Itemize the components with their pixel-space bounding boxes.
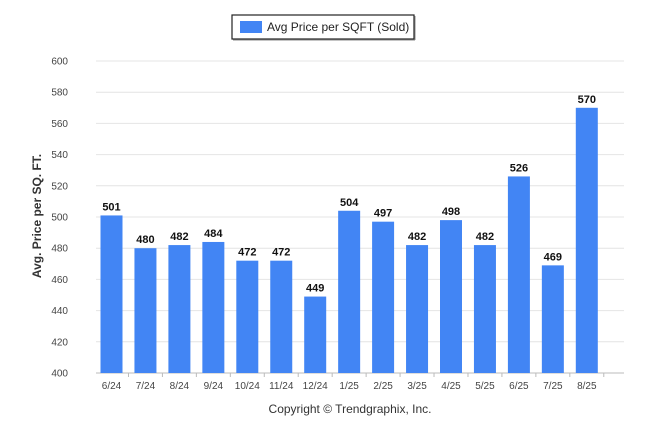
bar[interactable] bbox=[473, 245, 496, 373]
bar-value-label: 449 bbox=[306, 283, 324, 295]
bar-value-label: 484 bbox=[204, 228, 223, 240]
bar-value-label: 482 bbox=[476, 231, 494, 243]
x-tick-label: 5/25 bbox=[475, 381, 495, 392]
x-tick-label: 8/25 bbox=[577, 381, 597, 392]
bar-value-label: 526 bbox=[510, 162, 528, 174]
bar-value-label: 472 bbox=[238, 247, 256, 259]
bar[interactable] bbox=[134, 248, 157, 373]
x-tick-label: 12/24 bbox=[303, 381, 328, 392]
bars bbox=[100, 107, 598, 374]
x-tick-label: 4/25 bbox=[441, 381, 461, 392]
bar[interactable] bbox=[168, 245, 191, 373]
bar[interactable] bbox=[440, 220, 462, 373]
x-tick-label: 9/24 bbox=[204, 381, 224, 392]
y-tick-label: 400 bbox=[51, 369, 68, 380]
y-tick-label: 600 bbox=[51, 57, 68, 68]
bar-value-label: 501 bbox=[102, 201, 120, 213]
x-tick-label: 3/25 bbox=[407, 381, 427, 392]
y-tick-label: 560 bbox=[51, 119, 68, 130]
bar-value-label: 482 bbox=[170, 231, 188, 243]
y-axis-ticks: 400 420 440 460 480 500 520 540 560 580 600 bbox=[51, 57, 68, 380]
y-tick-label: 480 bbox=[51, 244, 68, 255]
x-tick-label: 10/24 bbox=[235, 381, 260, 392]
bar[interactable] bbox=[406, 245, 429, 373]
y-tick-label: 420 bbox=[51, 337, 68, 348]
bar-value-label: 469 bbox=[544, 251, 562, 263]
bar[interactable] bbox=[304, 296, 327, 373]
y-tick-label: 500 bbox=[51, 213, 68, 224]
bar[interactable] bbox=[236, 260, 259, 373]
bar-value-label: 504 bbox=[340, 197, 359, 209]
y-tick-label: 520 bbox=[51, 181, 68, 192]
x-tick-label: 11/24 bbox=[269, 381, 294, 392]
y-axis-title: Avg. Price per SQ. FT. bbox=[30, 154, 44, 278]
bar-value-label: 472 bbox=[272, 247, 290, 259]
x-tick-label: 6/24 bbox=[102, 381, 122, 392]
x-tick-label: 2/25 bbox=[373, 381, 393, 392]
y-tick-label: 580 bbox=[51, 88, 68, 99]
bar[interactable] bbox=[100, 215, 123, 373]
bar[interactable] bbox=[338, 210, 361, 373]
bar-value-label: 498 bbox=[442, 206, 460, 218]
data-labels: 501 480 482 484 472 472 449 504 497 482 498 482 526 4… bbox=[102, 94, 596, 295]
legend-label: Avg Price per SQFT (Sold) bbox=[267, 20, 409, 34]
bar[interactable] bbox=[270, 260, 293, 373]
legend-swatch-avg-price bbox=[240, 21, 262, 33]
y-tick-label: 440 bbox=[51, 306, 68, 317]
x-axis-ticks: 6/24 7/24 8/24 9/24 10/24 11/24 12/24 1/25 2/25 3… bbox=[102, 373, 605, 392]
bar[interactable] bbox=[202, 241, 225, 373]
bar[interactable] bbox=[372, 221, 395, 373]
x-tick-label: 6/25 bbox=[509, 381, 529, 392]
copyright-text: Copyright © Trendgraphix, Inc. bbox=[269, 402, 432, 416]
legend-box bbox=[231, 14, 415, 40]
bar-value-label: 570 bbox=[578, 94, 596, 106]
y-tick-label: 540 bbox=[51, 150, 68, 161]
bar[interactable] bbox=[575, 107, 598, 374]
bar[interactable] bbox=[541, 265, 564, 373]
bar-value-label: 482 bbox=[408, 231, 426, 243]
bar[interactable] bbox=[507, 176, 530, 373]
bar-value-label: 480 bbox=[136, 234, 154, 246]
x-tick-label: 8/24 bbox=[170, 381, 190, 392]
x-tick-label: 1/25 bbox=[339, 381, 359, 392]
x-tick-label: 7/25 bbox=[543, 381, 563, 392]
bar-value-label: 497 bbox=[374, 208, 392, 220]
y-tick-label: 460 bbox=[51, 275, 68, 286]
x-tick-label: 7/24 bbox=[136, 381, 156, 392]
legend[interactable]: Avg Price per SQFT (Sold) bbox=[231, 14, 416, 41]
